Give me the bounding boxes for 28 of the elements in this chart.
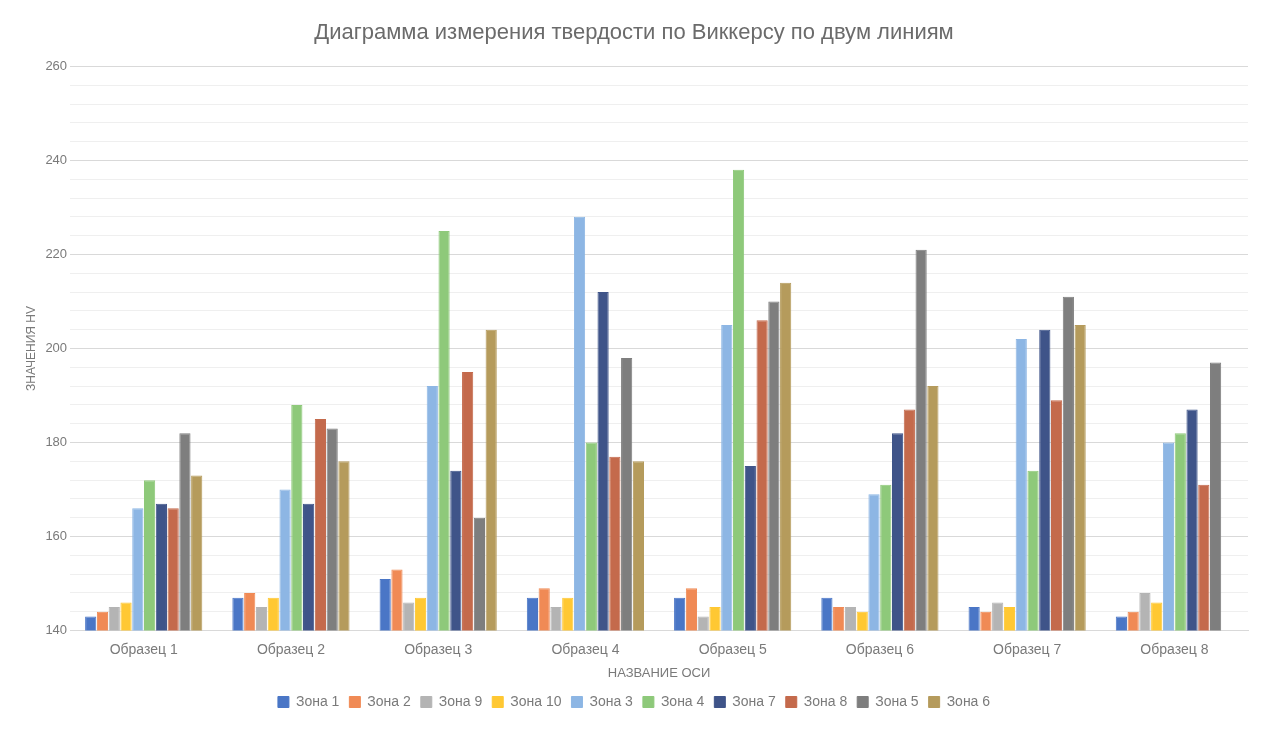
x-tick-label: Образец 4 (551, 640, 620, 657)
y-tick-label: 240 (45, 152, 68, 168)
legend-label: Зона 8 (803, 692, 848, 709)
x-tick-label: Образец 5 (698, 640, 767, 657)
legend-label: Зона 2 (367, 692, 412, 709)
x-tick-label: Образец 8 (1140, 640, 1209, 657)
y-axis-title: ЗНАЧЕНИЯ HV (23, 306, 38, 391)
legend-label: Зона 10 (510, 692, 562, 709)
x-axis-title: НАЗВАНИЕ ОСИ (607, 664, 711, 680)
chart-title: Диаграмма измерения твердости по Виккерсу по двум линиям (314, 19, 954, 45)
legend-label: Зона 5 (875, 692, 919, 709)
y-tick-label: 160 (45, 528, 68, 544)
y-tick-label: 140 (45, 622, 68, 638)
x-tick-label: Образец 2 (256, 640, 326, 657)
legend-label: Зона 4 (660, 692, 705, 709)
y-tick-label: 200 (45, 340, 68, 356)
y-tick-label: 180 (45, 434, 68, 450)
x-tick-label: Образец 6 (845, 640, 915, 657)
legend-label: Зона 6 (946, 692, 991, 709)
x-tick-label: Образец 1 (109, 640, 178, 657)
x-tick-label: Образец 7 (993, 640, 1062, 657)
y-tick-label: 220 (45, 246, 68, 262)
x-tick-label: Образец 3 (404, 640, 473, 657)
legend-label: Зона 1 (295, 692, 340, 709)
y-tick-label: 260 (45, 57, 68, 73)
legend-label: Зона 7 (732, 692, 776, 709)
legend-label: Зона 9 (438, 692, 483, 709)
legend-label: Зона 3 (589, 692, 634, 709)
